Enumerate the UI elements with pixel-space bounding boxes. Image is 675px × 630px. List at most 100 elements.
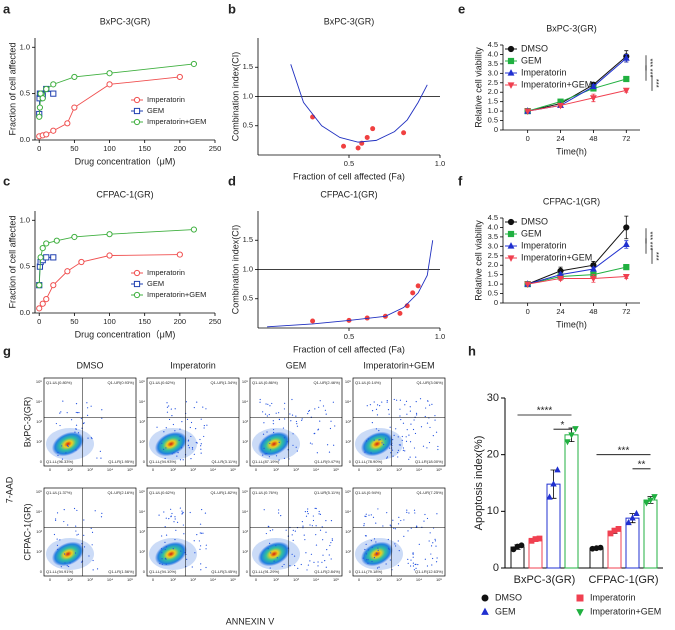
event-dot — [66, 565, 68, 567]
event-dot — [83, 534, 85, 536]
event-dot — [321, 561, 323, 563]
event-dot — [305, 552, 307, 554]
quadrant-label: Q1-LR(12.63%) — [415, 569, 444, 574]
data-point — [507, 82, 515, 89]
event-dot — [416, 525, 418, 527]
event-dot — [403, 535, 405, 537]
quadrant-label: Q1-LL(87.19%) — [252, 459, 280, 464]
quadrant-label: Q1-LL(94.93%) — [149, 459, 177, 464]
event-dot — [200, 448, 202, 450]
quadrant-label: Q1-UR(5.11%) — [314, 490, 341, 495]
event-dot — [370, 452, 372, 454]
event-dot — [179, 428, 181, 430]
data-point — [133, 118, 141, 126]
event-dot — [412, 562, 414, 564]
event-dot — [284, 402, 286, 404]
event-dot — [161, 552, 163, 554]
event-dot — [161, 558, 163, 560]
event-density — [360, 431, 394, 457]
y-tick-label: 0 — [246, 569, 249, 574]
event-dot — [393, 398, 395, 401]
event-dot — [75, 411, 77, 414]
event-density — [360, 541, 394, 567]
x-tick-label: 10² — [273, 577, 279, 582]
series-line — [527, 55, 627, 112]
event-dot — [265, 403, 267, 405]
event-dot — [432, 542, 434, 544]
quadrant-label: Q1-UL(0.94%) — [355, 490, 381, 495]
data-point — [133, 96, 141, 104]
event-dot — [81, 427, 83, 429]
quadrant-label: Q1-UR(3.06%) — [417, 380, 444, 385]
y-axis-label: Apoptosis index(%) — [473, 436, 485, 531]
data-point — [557, 102, 564, 110]
event-dot — [426, 400, 429, 402]
quadrant-label: Q1-UR(7.25%) — [417, 490, 444, 495]
event-dot — [375, 408, 378, 410]
event-dot — [325, 520, 327, 522]
event-dot — [200, 418, 202, 420]
event-dot — [315, 507, 317, 510]
event-dot — [393, 527, 395, 529]
x-tick-label: 100 — [103, 317, 116, 326]
quadrant-label: Q1-LR(1.56%) — [108, 569, 134, 574]
event-dot — [319, 513, 322, 515]
event-dot — [94, 510, 96, 512]
legend-label: GEM — [147, 279, 164, 288]
data-point — [647, 497, 654, 504]
bar — [607, 530, 622, 569]
panel-label: a — [3, 1, 11, 16]
x-tick-label: 10⁴ — [313, 467, 319, 472]
panel-label: c — [3, 173, 10, 188]
event-dot — [399, 408, 401, 410]
data-point — [64, 120, 71, 127]
event-dot — [265, 532, 267, 535]
data-point — [341, 143, 347, 149]
event-dot — [428, 540, 430, 542]
significance-label: * — [561, 420, 565, 431]
data-point — [106, 231, 113, 238]
event-dot — [329, 427, 332, 430]
data-point — [50, 90, 57, 97]
event-dot — [283, 563, 285, 566]
legend-label: Imperatorin — [147, 95, 185, 104]
event-dot — [96, 457, 98, 459]
event-dot — [278, 412, 280, 414]
event-dot — [75, 424, 78, 426]
event-dot — [61, 445, 63, 447]
event-dot — [362, 557, 364, 559]
x-tick-label: 10⁵ — [333, 577, 339, 582]
x-tick-label: 10⁵ — [333, 467, 339, 472]
event-dot — [203, 427, 205, 429]
event-dot — [388, 413, 390, 415]
event-dot — [301, 418, 303, 420]
event-dot — [262, 454, 264, 456]
bar — [564, 434, 579, 569]
event-dot — [196, 534, 198, 536]
data-point — [623, 224, 630, 231]
event-dot — [401, 435, 403, 438]
event-dot — [410, 423, 412, 425]
x-tick-label: 250 — [209, 144, 222, 153]
event-dot — [390, 452, 392, 454]
event-dot — [83, 546, 86, 548]
event-dot — [412, 565, 415, 567]
data-point — [481, 607, 489, 615]
event-dot — [412, 556, 414, 558]
x-axis-label: Fraction of cell affected (Fa) — [293, 171, 405, 181]
legend-label: Imperatorin — [521, 240, 567, 250]
y-tick-label: 0.5 — [243, 294, 253, 303]
event-dot — [383, 443, 385, 446]
event-dot — [407, 558, 409, 560]
event-dot — [372, 516, 375, 518]
legend-label: Imperatorin+GEM — [147, 117, 206, 126]
x-tick-label: 10² — [67, 577, 73, 582]
data-point — [589, 265, 597, 272]
event-dot — [173, 452, 175, 454]
column-label: DMSO — [77, 360, 104, 370]
event-dot — [415, 401, 417, 403]
event-dot — [77, 533, 79, 535]
series-line — [38, 63, 194, 117]
event-dot — [394, 528, 396, 530]
event-dot — [276, 557, 278, 559]
